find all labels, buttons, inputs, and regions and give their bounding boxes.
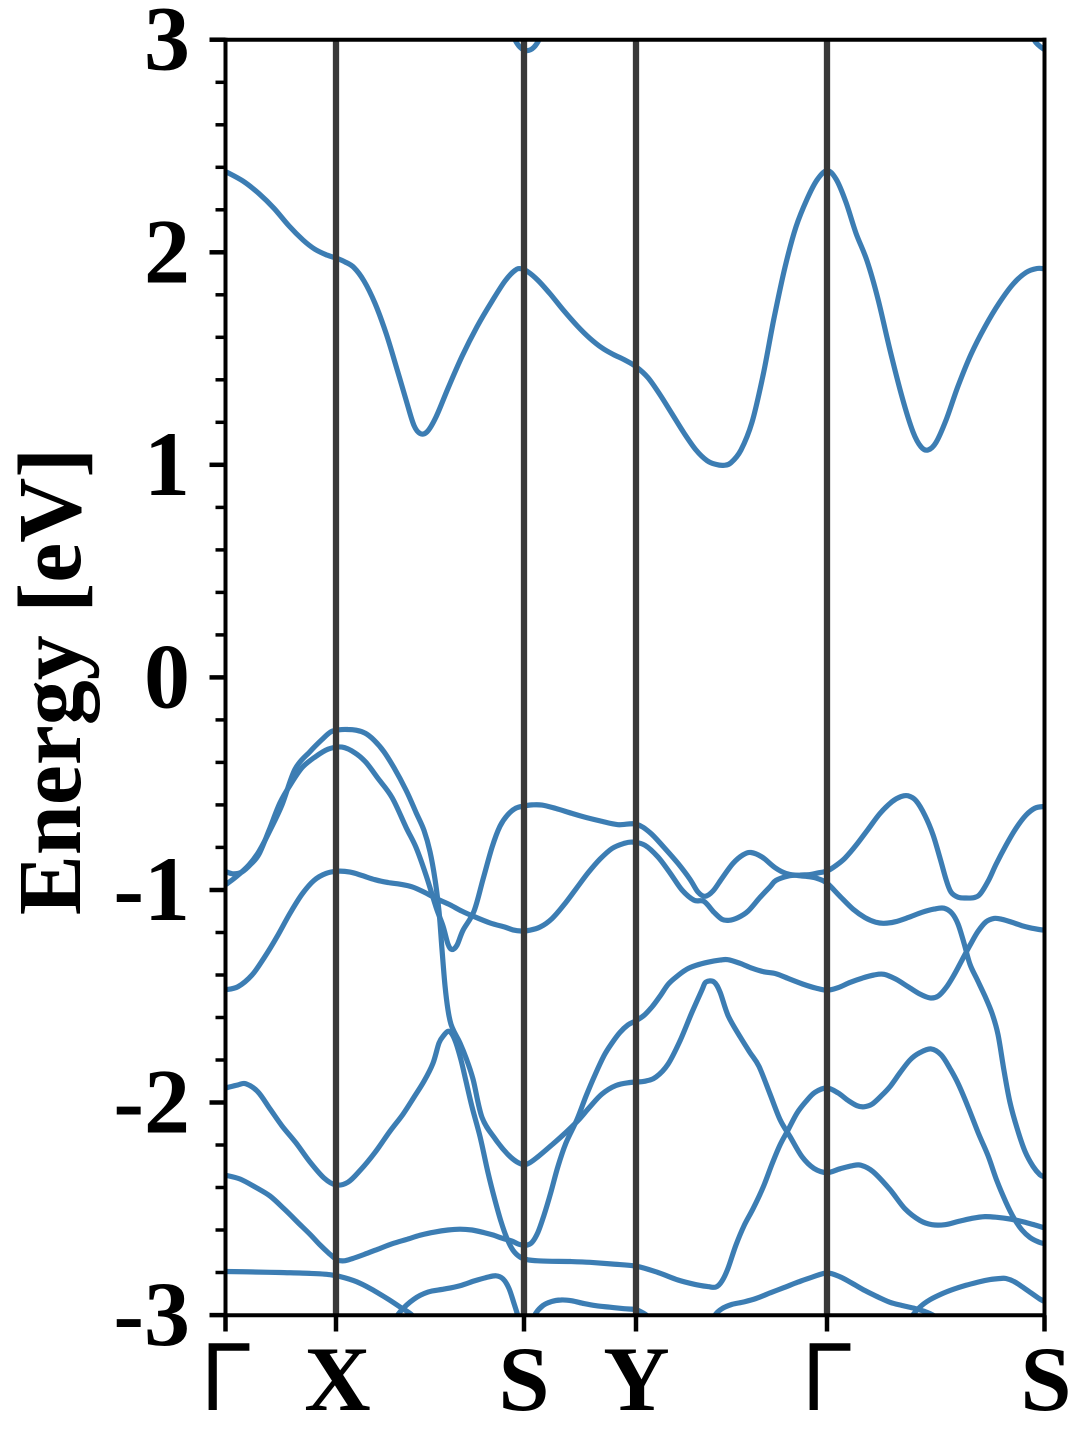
svg-text:X: X [304, 1328, 370, 1430]
svg-text:S: S [1020, 1328, 1071, 1430]
svg-text:-2: -2 [113, 1051, 190, 1153]
svg-text:-3: -3 [113, 1263, 190, 1365]
svg-text:2: 2 [144, 200, 190, 302]
svg-text:Energy [eV]: Energy [eV] [1, 448, 100, 915]
svg-text:-1: -1 [113, 838, 190, 940]
svg-text:S: S [498, 1328, 549, 1430]
svg-text:1: 1 [144, 413, 190, 515]
svg-text:Y: Y [603, 1328, 669, 1430]
svg-text:3: 3 [144, 0, 190, 90]
svg-text:0: 0 [144, 625, 190, 727]
